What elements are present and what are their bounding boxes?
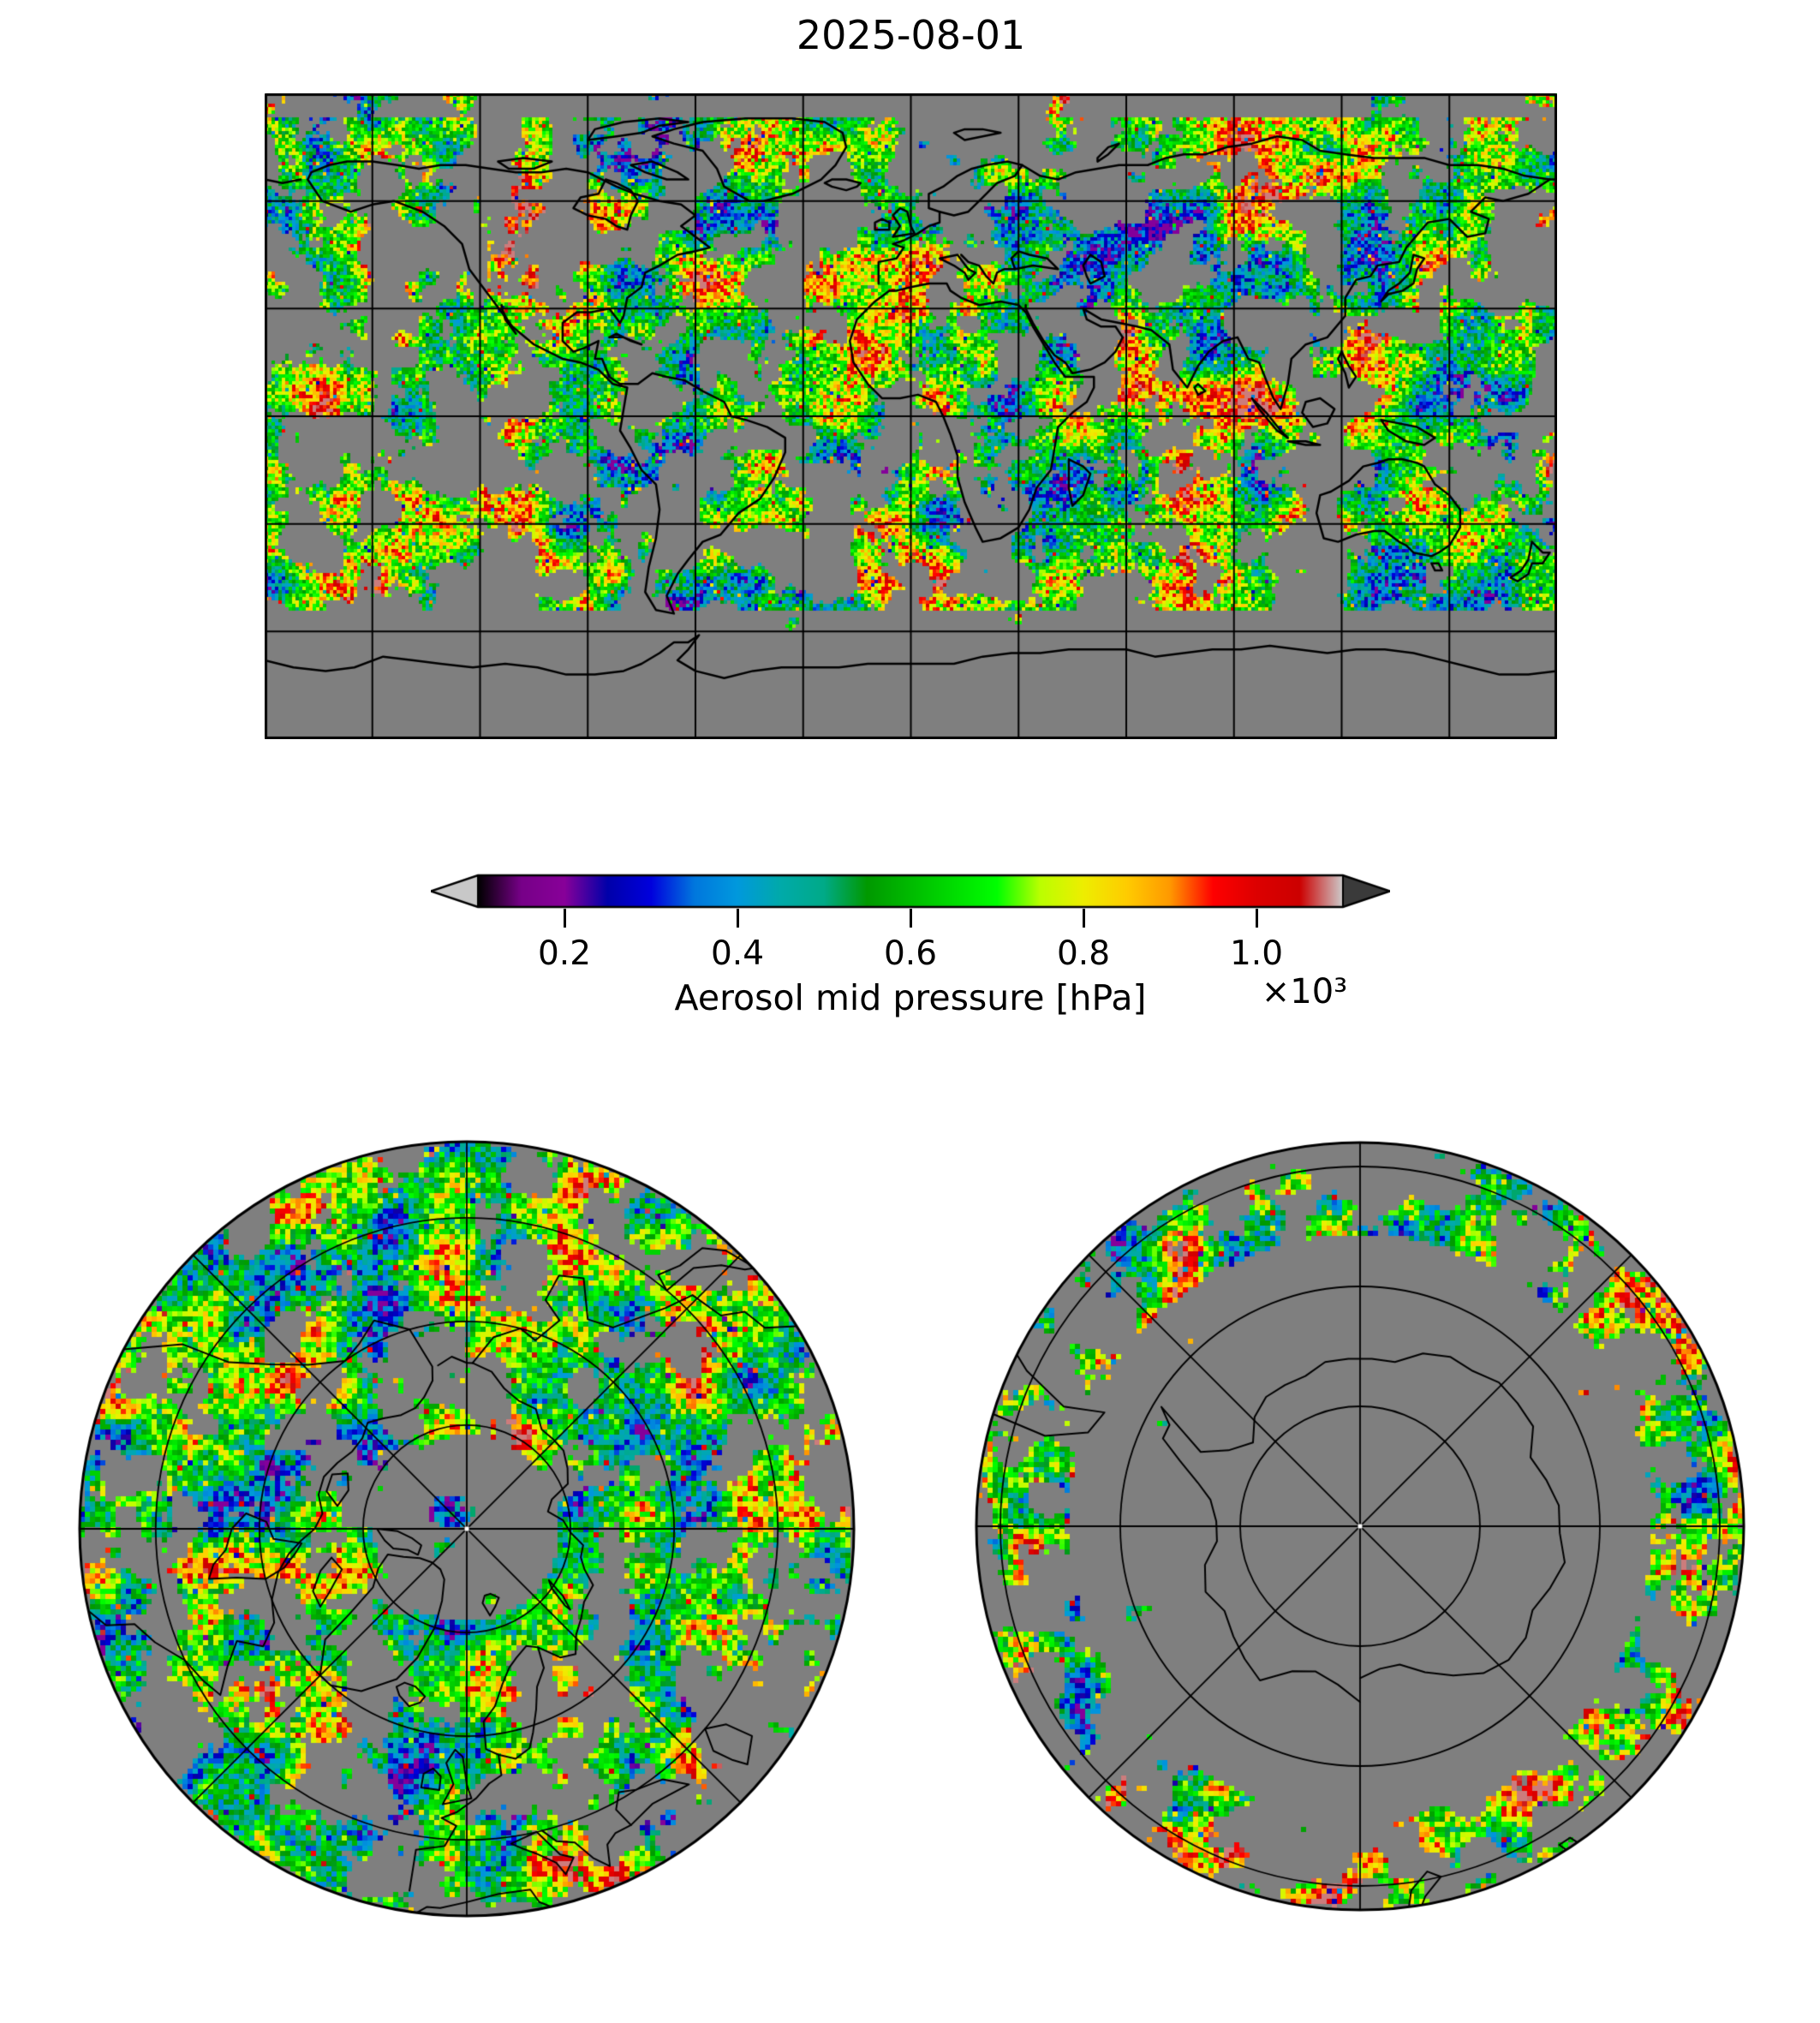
colorbar-tick-label: 1.0 <box>1229 934 1284 973</box>
colorbar-tick-mark <box>1083 909 1085 928</box>
colorbar-tick-label: 0.6 <box>883 934 938 973</box>
colorbar-gradient <box>431 873 1390 910</box>
colorbar-tick-mark <box>910 909 912 928</box>
colorbar-tick-mark <box>1256 909 1258 928</box>
colorbar-offset-text: ×10³ <box>1261 972 1348 1012</box>
colorbar-tick-mark <box>737 909 739 928</box>
colorbar-tick-mark <box>564 909 566 928</box>
colorbar-tick-label: 0.4 <box>710 934 765 973</box>
north-polar-map-panel <box>75 1137 859 1921</box>
colorbar-axis-label: Aerosol mid pressure [hPa] <box>674 977 1147 1018</box>
colorbar: 0.2 0.4 0.6 0.8 1.0 Aerosol mid pressure… <box>431 873 1390 1061</box>
south-polar-map-panel <box>972 1138 1748 1914</box>
colorbar-tick-label: 0.2 <box>537 934 592 973</box>
global-map-panel <box>265 93 1557 739</box>
figure-title: 2025-08-01 <box>796 12 1026 58</box>
colorbar-tick-label: 0.8 <box>1056 934 1111 973</box>
